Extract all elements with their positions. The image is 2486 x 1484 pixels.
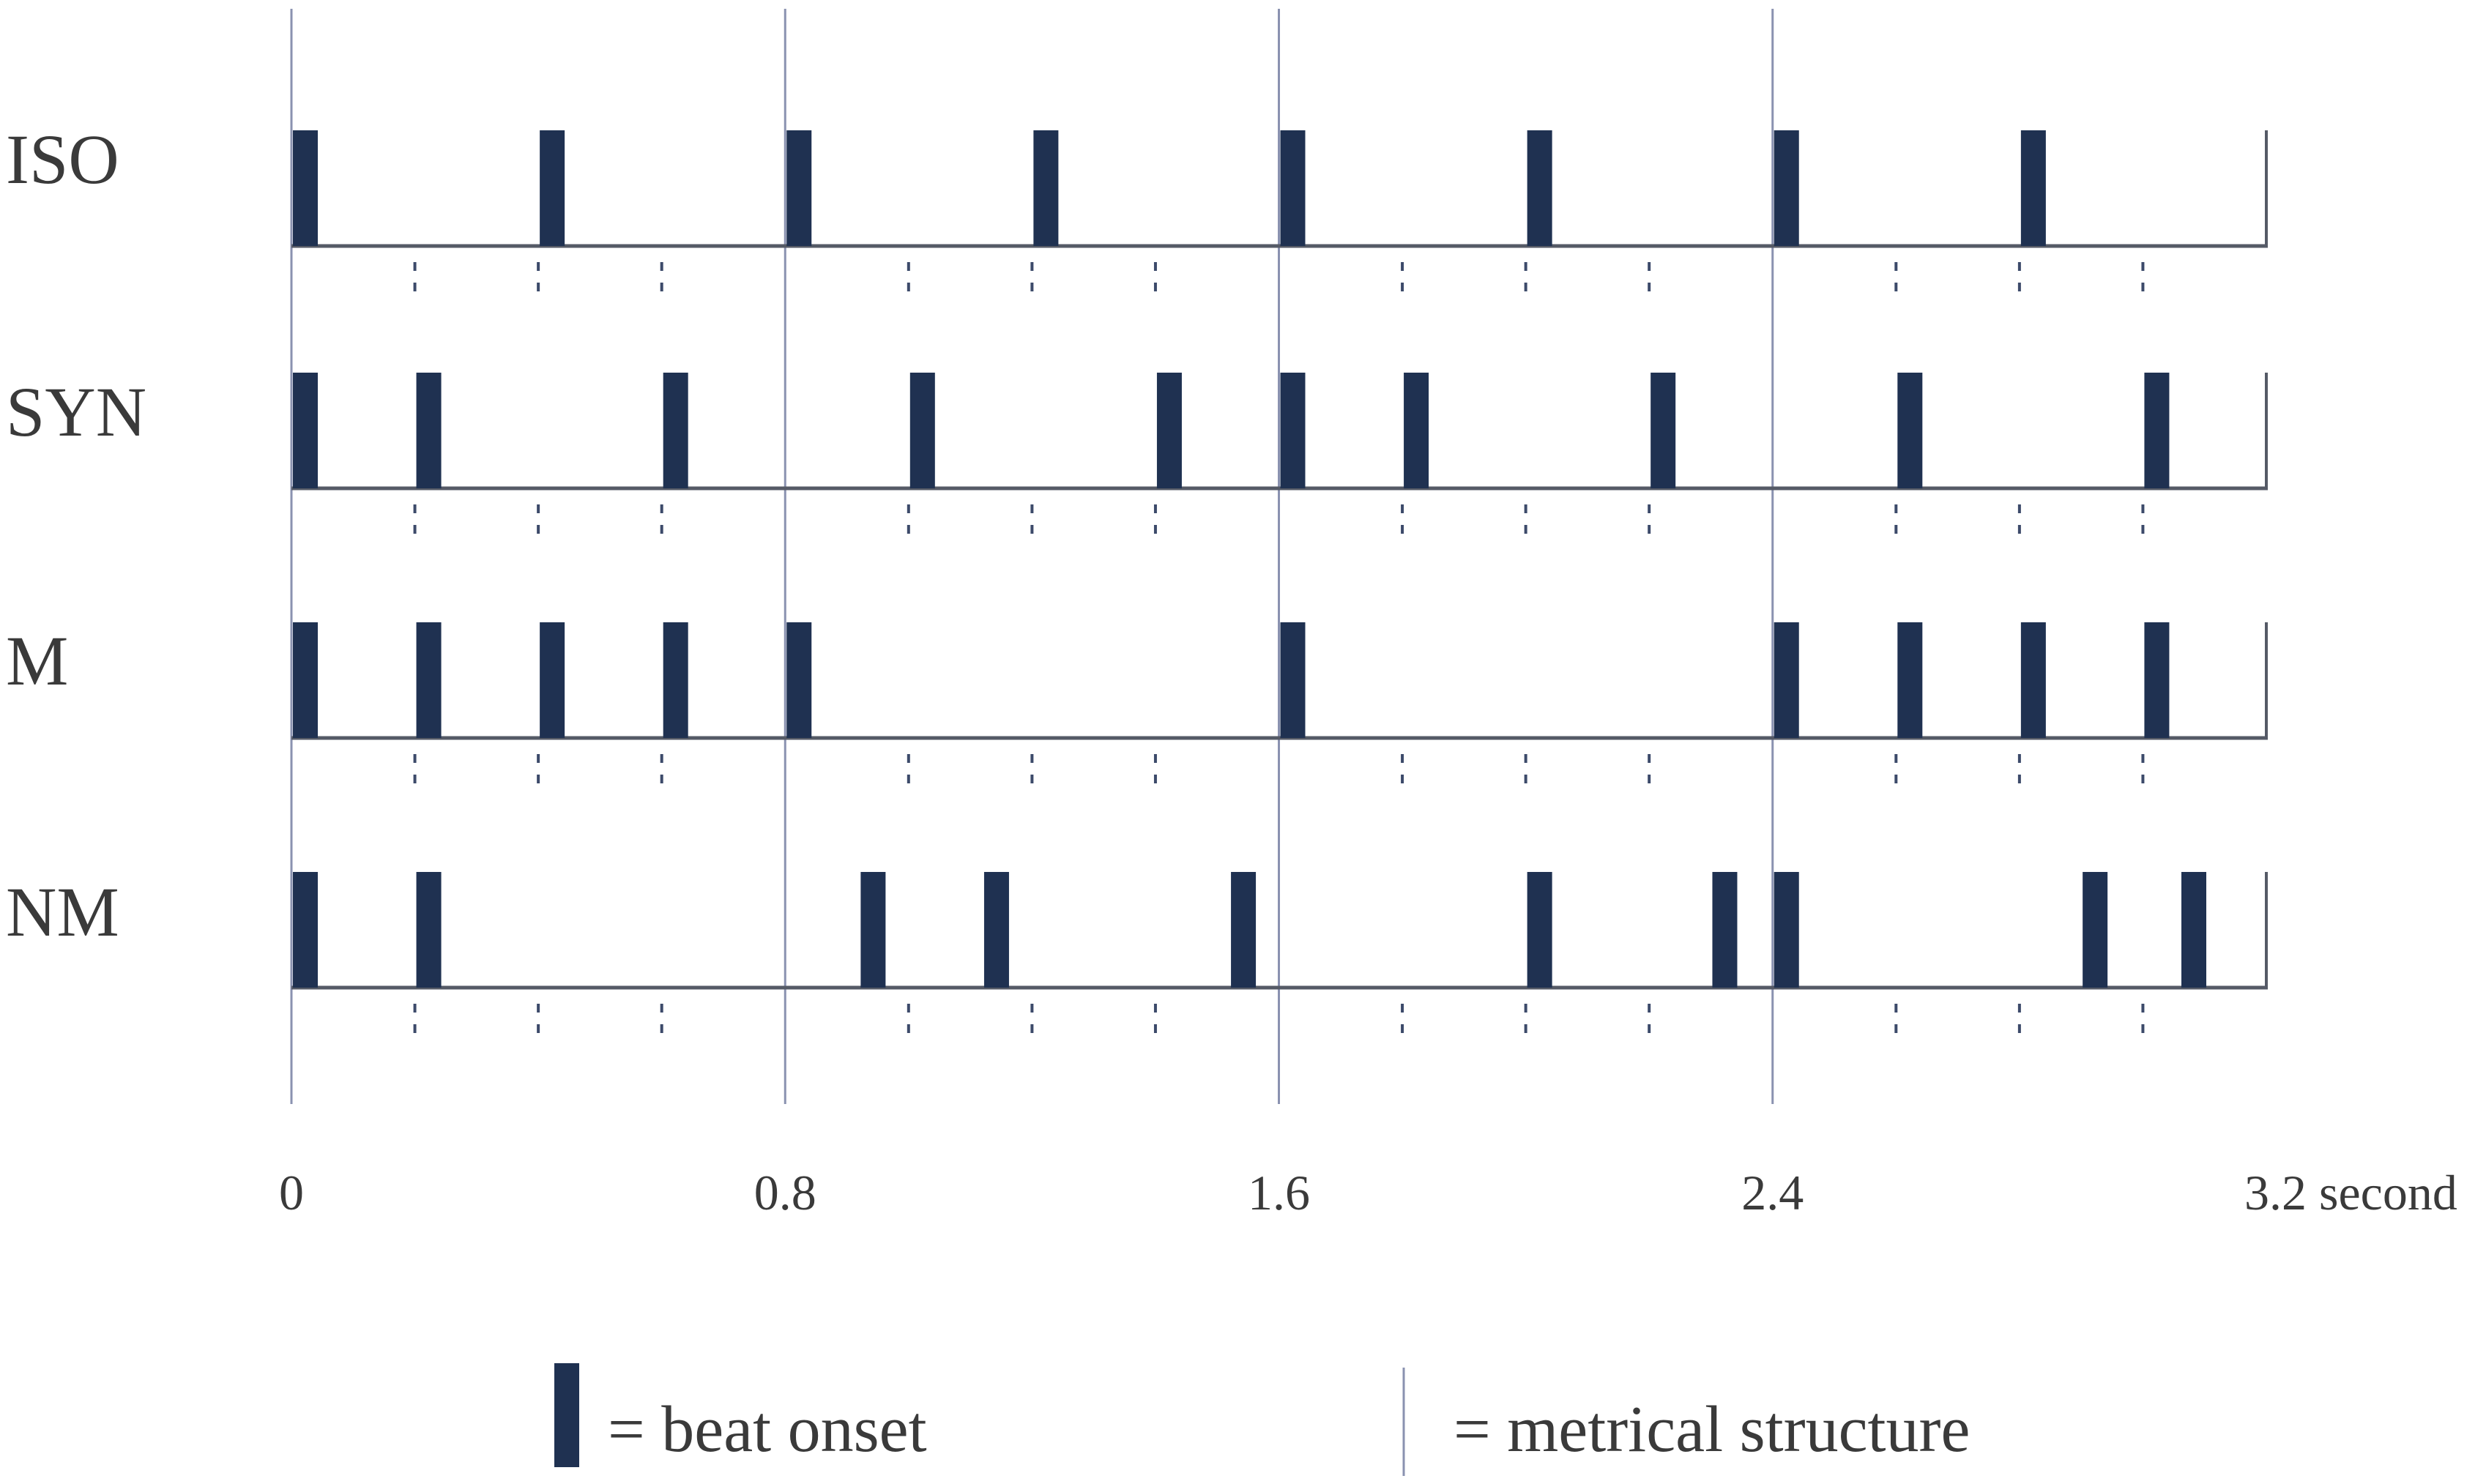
beat-onset-iso-2	[786, 130, 812, 246]
beat-onset-m-6	[1774, 622, 1799, 738]
beat-onset-m-8	[2020, 622, 2046, 738]
beat-onset-m-1	[416, 622, 442, 738]
time-axis-labels: 0 0.8 1.6 2.4 3.2 second	[279, 1165, 2457, 1220]
legend-beat-onset-label: = beat onset	[608, 1393, 927, 1466]
beat-onset-syn-2	[663, 373, 688, 488]
row-nm: NM	[6, 872, 2268, 1033]
beat-onset-iso-1	[540, 130, 565, 246]
beat-onset-syn-9	[2144, 373, 2170, 488]
row-iso: ISO	[6, 120, 2268, 291]
legend-metrical-structure-label: = metrical structure	[1454, 1393, 1970, 1466]
beat-onset-nm-6	[1712, 872, 1738, 988]
beat-onset-m-0	[293, 622, 318, 738]
beat-onset-nm-0	[293, 872, 318, 988]
time-tick-label: 0	[279, 1165, 304, 1220]
row-label: NM	[6, 873, 119, 951]
beat-onset-syn-4	[1156, 373, 1182, 488]
beat-onset-nm-9	[2181, 872, 2207, 988]
time-tick-label: 3.2 second	[2244, 1165, 2457, 1220]
beat-onset-iso-6	[1774, 130, 1799, 246]
beat-onset-nm-8	[2083, 872, 2108, 988]
row-label: ISO	[6, 120, 119, 198]
row-m: M	[6, 622, 2268, 783]
time-tick-label: 2.4	[1741, 1165, 1804, 1220]
beat-onset-m-2	[540, 622, 565, 738]
beat-onset-nm-3	[983, 872, 1009, 988]
beat-onset-syn-0	[293, 373, 318, 488]
beat-onset-nm-4	[1231, 872, 1257, 988]
beat-onset-m-7	[1897, 622, 1923, 738]
beat-onset-nm-7	[1774, 872, 1799, 988]
beat-onset-iso-3	[1033, 130, 1059, 246]
beat-onset-m-4	[786, 622, 812, 738]
beat-onset-nm-2	[860, 872, 886, 988]
beat-onset-syn-6	[1404, 373, 1429, 488]
legend-beat-onset-swatch	[554, 1363, 579, 1467]
beat-onset-iso-4	[1280, 130, 1306, 246]
beat-onset-iso-0	[293, 130, 318, 246]
legend: = beat onset = metrical structure	[554, 1363, 1970, 1476]
rhythm-rows: ISO SYN M NM	[6, 120, 2268, 1033]
measure-lines	[290, 9, 1774, 1104]
time-tick-label: 0.8	[754, 1165, 816, 1220]
beat-onset-iso-7	[2020, 130, 2046, 246]
beat-onset-m-5	[1280, 622, 1306, 738]
beat-onset-nm-1	[416, 872, 442, 988]
beat-onset-nm-5	[1527, 872, 1552, 988]
beat-onset-syn-7	[1650, 373, 1676, 488]
time-tick-label: 1.6	[1248, 1165, 1310, 1220]
beat-onset-syn-3	[909, 373, 935, 488]
beat-onset-syn-1	[416, 373, 442, 488]
beat-onset-syn-5	[1280, 373, 1306, 488]
row-label: M	[6, 622, 68, 700]
beat-onset-syn-8	[1897, 373, 1923, 488]
row-syn: SYN	[6, 373, 2268, 534]
beat-onset-m-3	[663, 622, 688, 738]
beat-onset-m-9	[2144, 622, 2170, 738]
beat-onset-iso-5	[1527, 130, 1552, 246]
row-label: SYN	[6, 373, 146, 451]
